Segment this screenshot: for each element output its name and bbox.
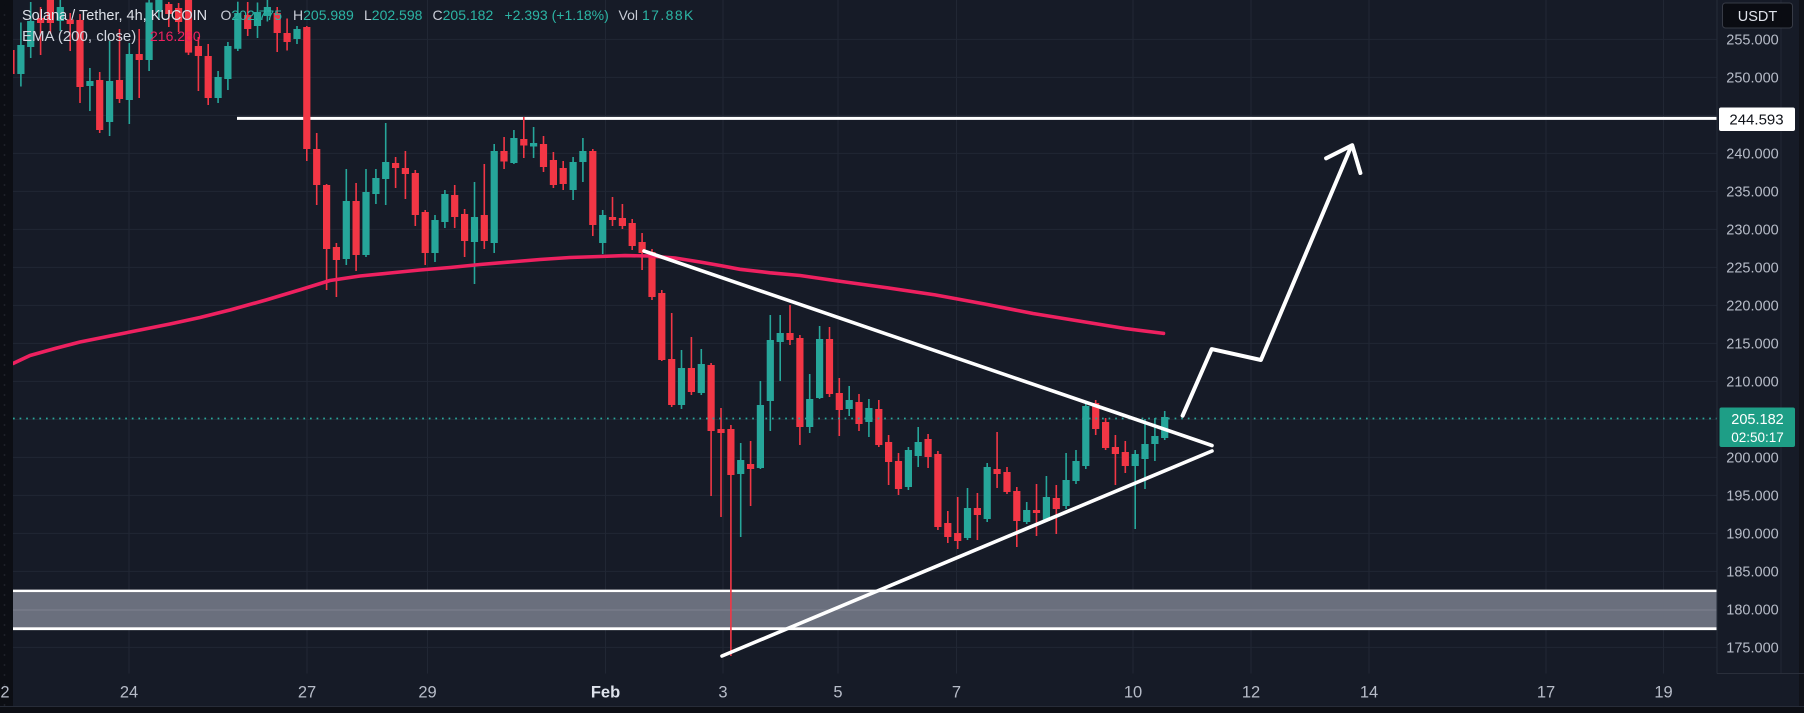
svg-text:2: 2 <box>0 684 9 702</box>
svg-text:5: 5 <box>833 684 842 702</box>
svg-text:220.000: 220.000 <box>1726 299 1778 315</box>
svg-text:17: 17 <box>1537 684 1555 702</box>
svg-text:225.000: 225.000 <box>1726 261 1778 277</box>
svg-text:EMA (200, close): EMA (200, close) <box>22 28 136 45</box>
svg-text:175.000: 175.000 <box>1726 641 1778 657</box>
svg-text:215.000: 215.000 <box>1726 337 1778 353</box>
svg-text:19: 19 <box>1654 684 1672 702</box>
svg-text:27: 27 <box>298 684 316 702</box>
svg-text:205.182: 205.182 <box>1731 412 1783 428</box>
svg-text:Solana / Tether, 4h, KUCOIN: Solana / Tether, 4h, KUCOIN <box>22 8 207 24</box>
svg-text:12: 12 <box>1242 684 1260 702</box>
svg-text:O202.775: O202.775 <box>221 7 283 23</box>
svg-text:180.000: 180.000 <box>1726 603 1778 619</box>
svg-text:3: 3 <box>718 684 727 702</box>
svg-text:H205.989: H205.989 <box>293 7 354 23</box>
svg-text:+2.393 (+1.18%): +2.393 (+1.18%) <box>505 7 609 23</box>
svg-text:240.000: 240.000 <box>1726 147 1778 163</box>
svg-text:USDT: USDT <box>1738 9 1778 25</box>
svg-text:210.000: 210.000 <box>1726 375 1778 391</box>
svg-text:255.000: 255.000 <box>1726 33 1778 49</box>
svg-text:250.000: 250.000 <box>1726 71 1778 87</box>
svg-text:14: 14 <box>1360 684 1378 702</box>
svg-text:24: 24 <box>120 684 138 702</box>
svg-text:29: 29 <box>418 684 436 702</box>
svg-text:02:50:17: 02:50:17 <box>1731 430 1784 445</box>
svg-text:216.260: 216.260 <box>150 28 201 44</box>
svg-text:200.000: 200.000 <box>1726 451 1778 467</box>
svg-text:7: 7 <box>952 684 961 702</box>
svg-text:Feb: Feb <box>591 684 620 702</box>
svg-text:195.000: 195.000 <box>1726 489 1778 505</box>
svg-text:185.000: 185.000 <box>1726 565 1778 581</box>
svg-text:190.000: 190.000 <box>1726 527 1778 543</box>
svg-text:10: 10 <box>1124 684 1142 702</box>
svg-text:230.000: 230.000 <box>1726 223 1778 239</box>
svg-text:C205.182: C205.182 <box>433 7 494 23</box>
svg-text:235.000: 235.000 <box>1726 185 1778 201</box>
svg-text:L202.598: L202.598 <box>364 7 423 23</box>
svg-text:244.593: 244.593 <box>1729 112 1783 129</box>
